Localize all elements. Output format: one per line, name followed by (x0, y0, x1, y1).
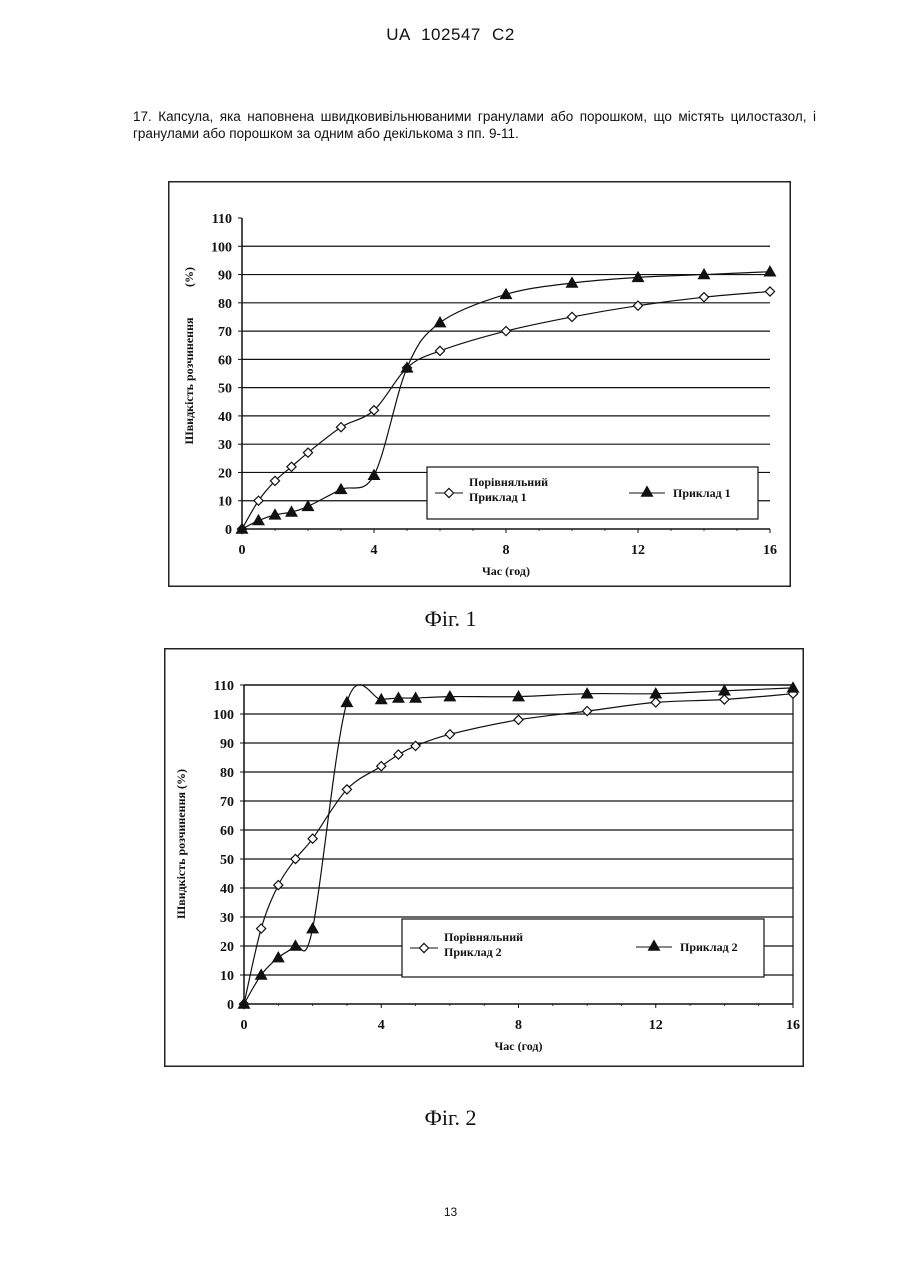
legend-label-series-1: Приклад 2 (444, 945, 502, 959)
y-tick-label: 110 (212, 212, 232, 227)
x-tick-label: 4 (378, 1018, 385, 1033)
y-tick-label: 70 (218, 325, 232, 340)
x-axis-title: Час (год) (482, 564, 530, 578)
y-tick-label: 100 (213, 708, 234, 723)
y-tick-label: 50 (220, 853, 234, 868)
y-tick-label: 30 (220, 911, 234, 926)
legend-label-series-1: Порівняльний (469, 475, 548, 489)
x-tick-label: 0 (241, 1018, 248, 1033)
y-axis-title: Швидкість розчинення (%) (174, 769, 188, 919)
page-number: 13 (0, 1205, 901, 1219)
y-tick-label: 40 (220, 882, 234, 897)
document-header: UA 102547 C2 (0, 25, 901, 45)
y-tick-label: 110 (214, 679, 234, 694)
x-tick-label: 0 (239, 543, 246, 558)
y-tick-label: 70 (220, 795, 234, 810)
x-tick-label: 12 (649, 1018, 663, 1033)
x-tick-label: 16 (786, 1018, 800, 1033)
y-tick-label: 80 (220, 766, 234, 781)
y-tick-label: 0 (225, 523, 232, 538)
legend: ПорівняльнийПриклад 1Приклад 1 (427, 467, 758, 519)
y-tick-label: 100 (211, 240, 232, 255)
x-tick-label: 16 (763, 543, 777, 558)
y-tick-label: 10 (218, 495, 232, 510)
figure-1-caption: Фіг. 1 (0, 606, 901, 632)
figure-2-caption: Фіг. 2 (0, 1105, 901, 1131)
figure-1-chart: 0 10 20 30 40 50 60 70 80 90 100 110 0 4 8 12 16 Час (год… (168, 181, 791, 587)
y-tick-label: 80 (218, 297, 232, 312)
y-tick-label: 10 (220, 969, 234, 984)
x-tick-label: 8 (503, 543, 510, 558)
y-axis-title: Швидкість розчинення (182, 317, 196, 444)
y-tick-label: 30 (218, 438, 232, 453)
y-tick-label: 90 (220, 737, 234, 752)
legend-label-series-1: Порівняльний (444, 930, 523, 944)
chart-frame (169, 182, 791, 587)
x-axis-title: Час (год) (495, 1039, 543, 1053)
y-tick-label: 60 (220, 824, 234, 839)
y-tick-label: 90 (218, 269, 232, 284)
y-axis-unit: (%) (182, 267, 196, 287)
y-tick-label: 50 (218, 382, 232, 397)
y-tick-label: 60 (218, 353, 232, 368)
legend: ПорівняльнийПриклад 2Приклад 2 (402, 919, 764, 977)
y-tick-label: 0 (227, 998, 234, 1013)
x-tick-label: 4 (371, 543, 378, 558)
x-tick-label: 8 (515, 1018, 522, 1033)
figure-2-chart: 0 10 20 30 40 50 60 70 80 90 100 110 0 4 8 12 16 Час (год… (164, 648, 804, 1067)
y-tick-label: 20 (220, 940, 234, 955)
claim-text: 17. Капсула, яка наповнена швидковивільн… (133, 108, 816, 142)
legend-label-series-2: Приклад 2 (680, 940, 738, 954)
legend-label-series-2: Приклад 1 (673, 486, 731, 500)
x-tick-label: 12 (631, 543, 645, 558)
legend-label-series-1: Приклад 1 (469, 490, 527, 504)
y-tick-label: 40 (218, 410, 232, 425)
y-tick-label: 20 (218, 466, 232, 481)
